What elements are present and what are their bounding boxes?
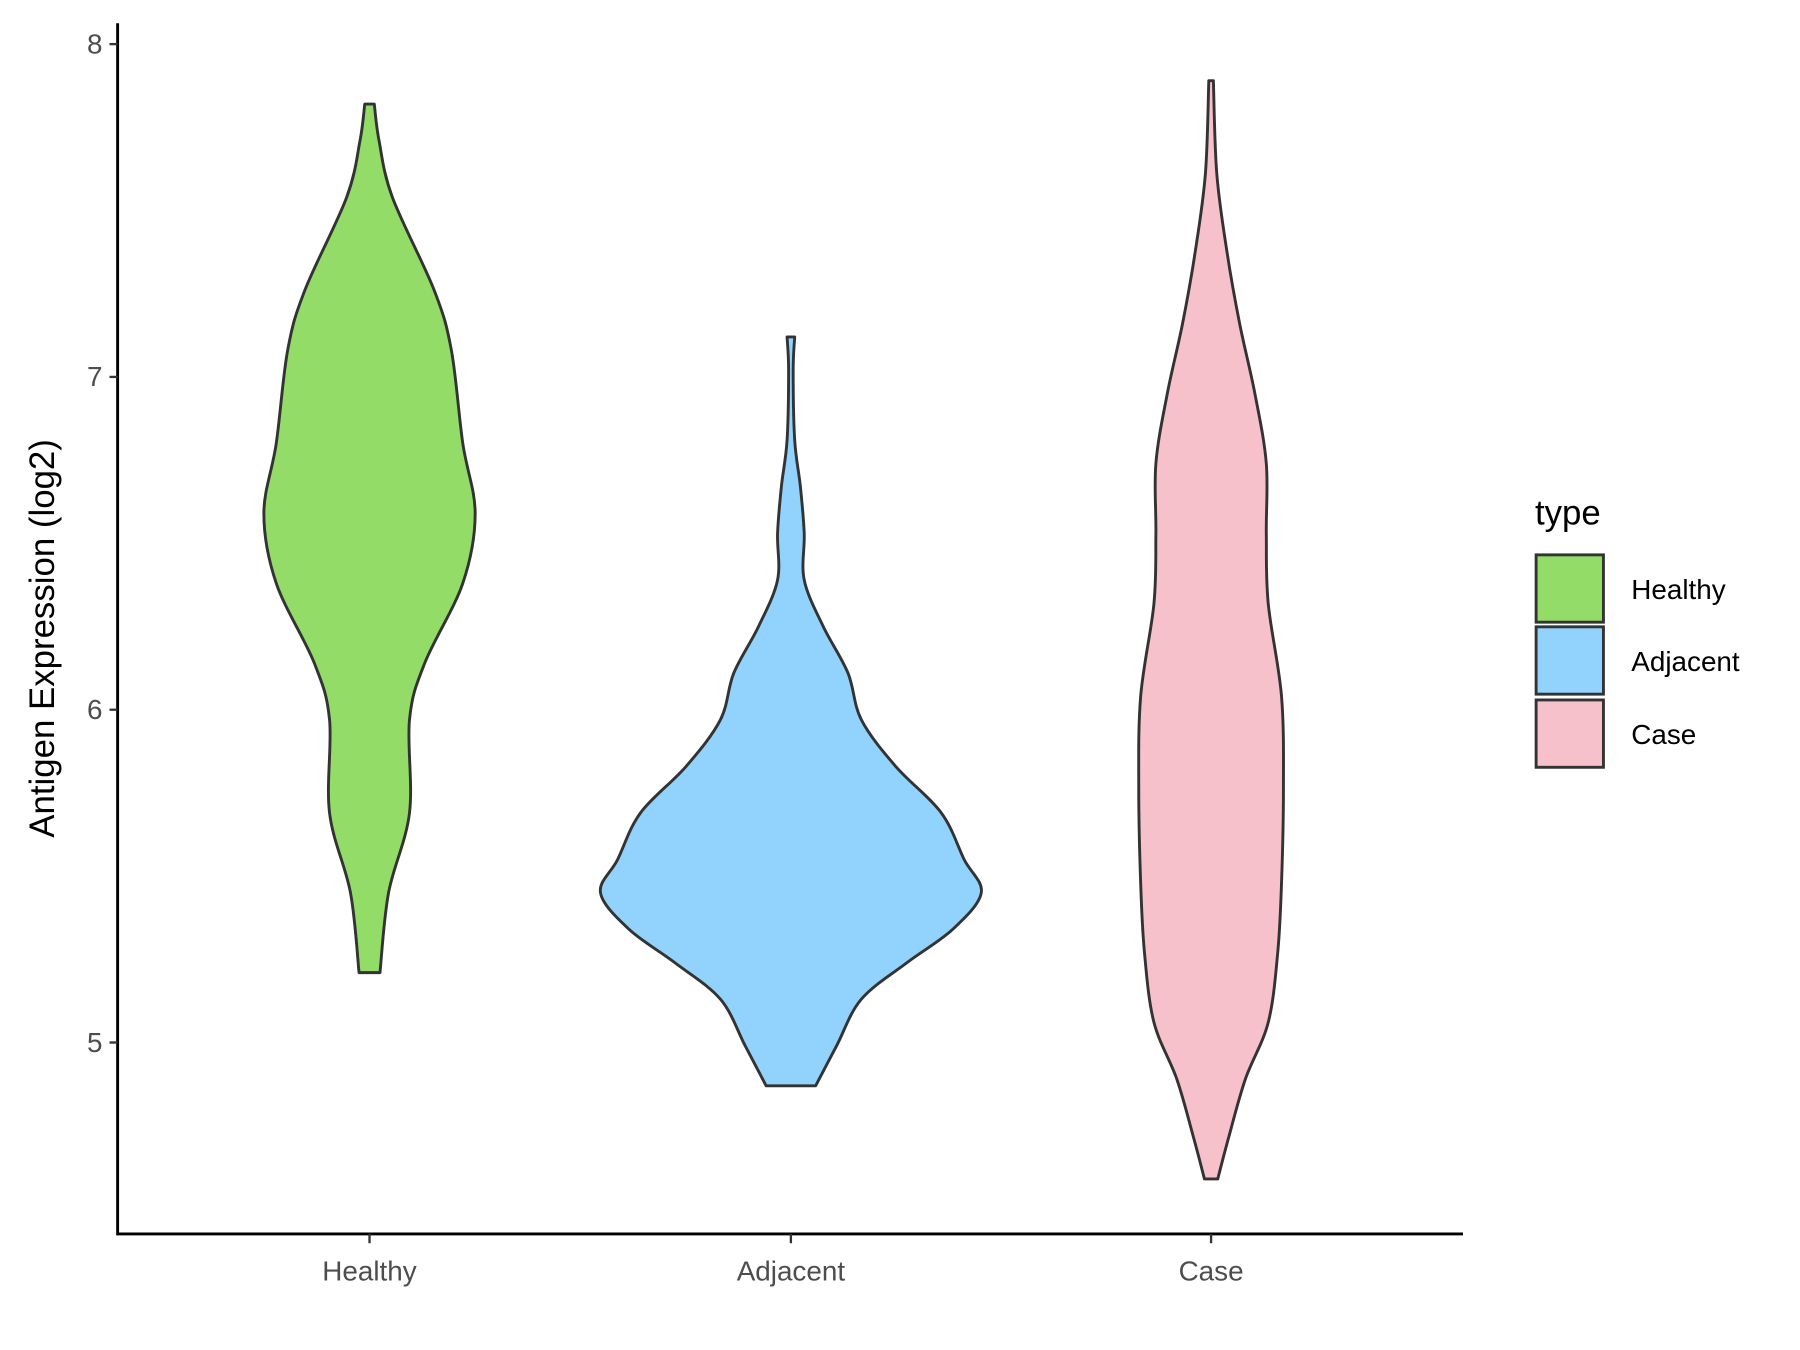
violins [262, 79, 1285, 1181]
violin-adjacent [598, 335, 983, 1088]
x-tick-label: Adjacent [737, 1255, 846, 1286]
legend: Healthy Adjacent Case [1534, 553, 1740, 769]
x-ticks: Healthy Adjacent Case [322, 1233, 1244, 1286]
legend-label: Adjacent [1631, 646, 1740, 677]
legend-label: Case [1631, 719, 1696, 750]
y-tick-label: 5 [87, 1027, 103, 1058]
y-ticks: 5 6 7 8 [87, 28, 118, 1058]
violin-healthy [262, 102, 477, 975]
violin-case [1137, 79, 1285, 1181]
y-tick-label: 6 [87, 694, 103, 725]
y-axis-label: Antigen Expression (log2) [23, 439, 62, 838]
y-tick-label: 7 [87, 361, 103, 392]
legend-key-healthy [1534, 553, 1605, 624]
y-tick-label: 8 [87, 28, 103, 59]
legend-key-adjacent [1534, 625, 1605, 696]
legend-title: type [1535, 494, 1601, 533]
legend-label: Healthy [1631, 574, 1725, 605]
x-tick-label: Case [1179, 1255, 1244, 1286]
legend-key-case [1534, 698, 1605, 769]
x-tick-label: Healthy [322, 1255, 416, 1286]
